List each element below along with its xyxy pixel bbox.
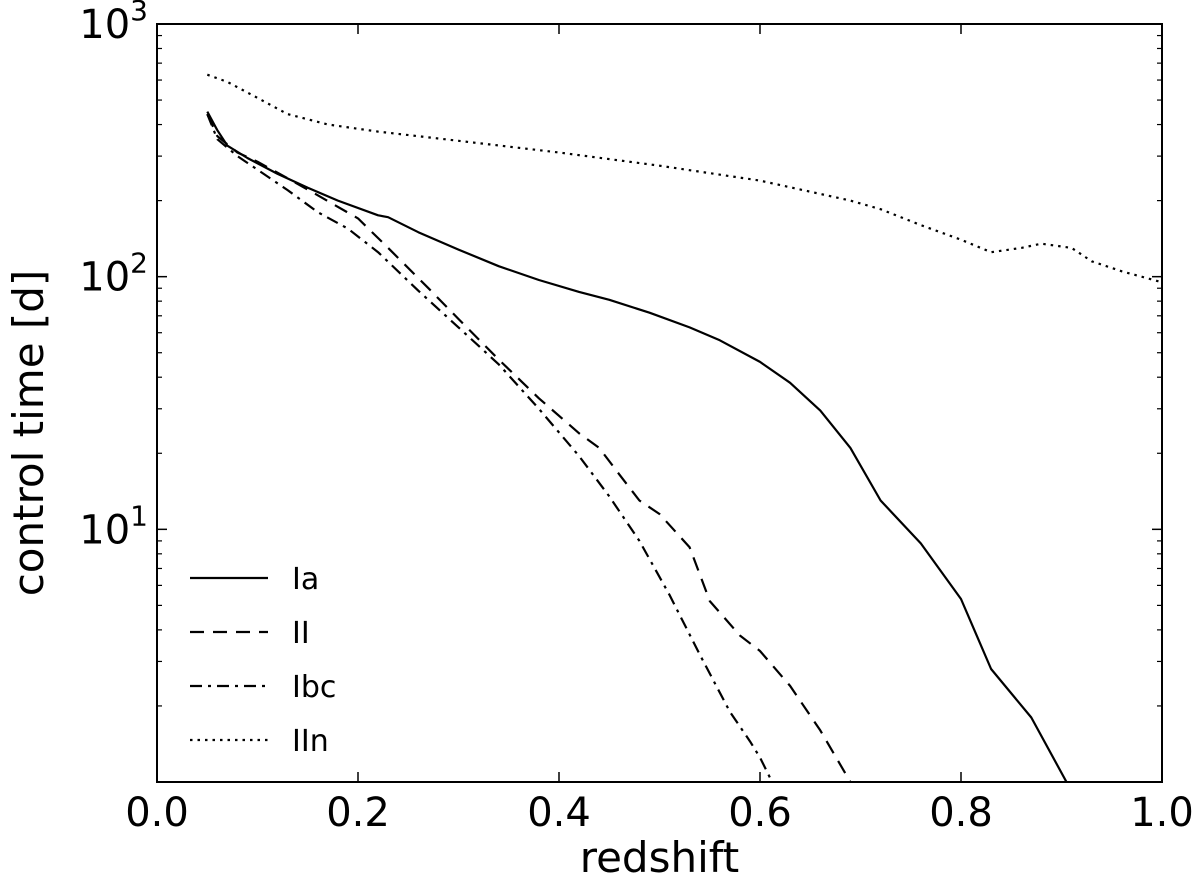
x-tick-label: 0.8 — [929, 790, 993, 836]
y-tick-label: 101 — [79, 499, 148, 553]
y-tick-label: 103 — [79, 0, 148, 48]
x-tick-label: 0.0 — [125, 790, 189, 836]
axis-ticks — [156, 23, 1163, 782]
legend: Ia II Ibc IIn — [190, 562, 336, 759]
x-tick-label: 0.2 — [326, 790, 390, 836]
x-tick-label: 0.4 — [527, 790, 591, 836]
y-axis-label: control time [d] — [4, 270, 53, 597]
legend-label-ibc: Ibc — [292, 670, 336, 705]
legend-label-ia: Ia — [292, 562, 319, 597]
legend-label-iin: IIn — [292, 724, 329, 759]
legend-label-ii: II — [292, 616, 310, 651]
x-tick-label: 0.6 — [728, 790, 792, 836]
x-axis-label: redshift — [580, 833, 740, 879]
series-line-ibc — [206, 113, 774, 782]
x-tick-label: 1.0 — [1130, 790, 1194, 836]
series-line-ii — [206, 113, 852, 782]
tick-labels: 0.0 0.2 0.4 0.6 0.8 1.0 101 102 103 — [79, 0, 1194, 836]
series-line-iin — [206, 73, 1162, 284]
series-line-ia — [206, 111, 1068, 782]
y-tick-label: 102 — [79, 247, 148, 301]
plot-lines — [206, 73, 1162, 782]
plot-frame — [156, 23, 1163, 783]
